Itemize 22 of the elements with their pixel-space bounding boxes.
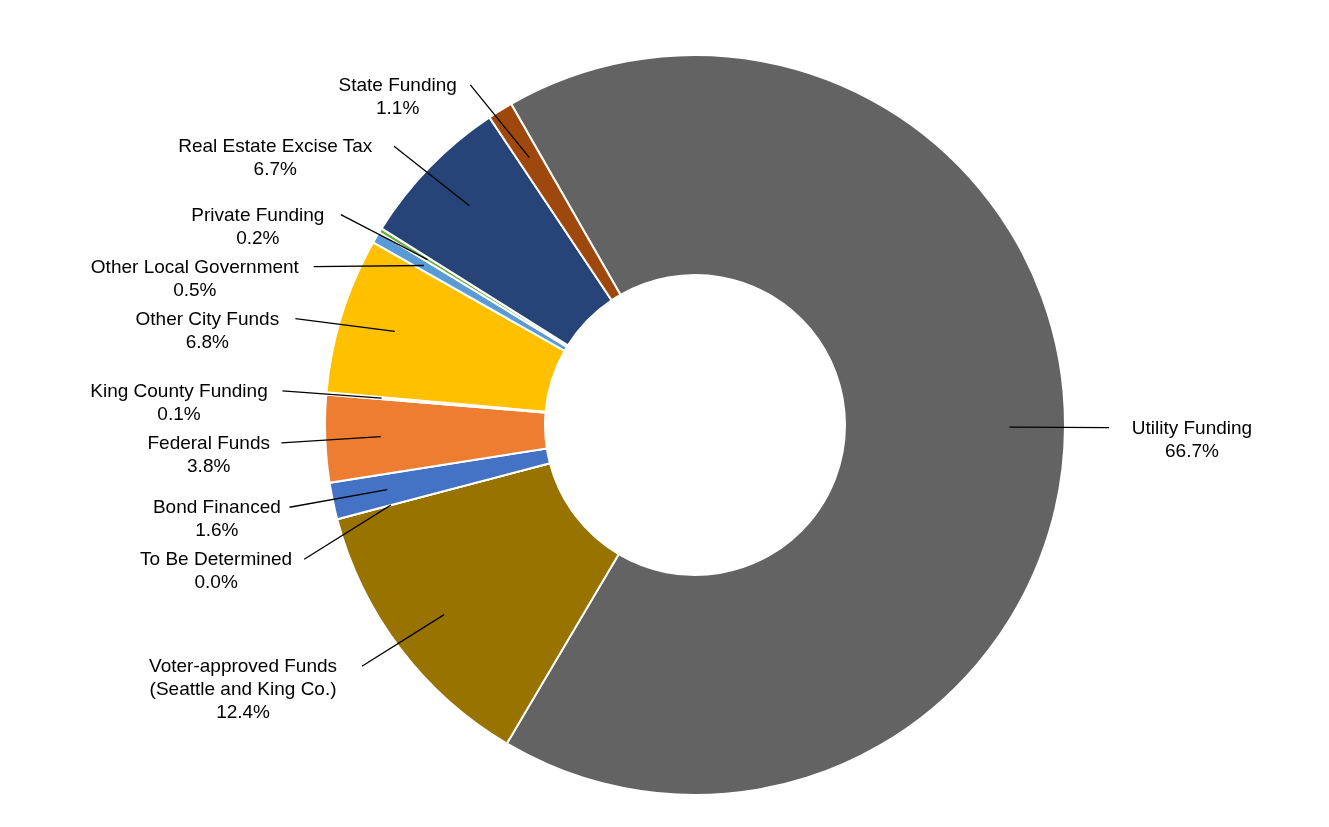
slice-label: Utility Funding — [1131, 416, 1253, 438]
text: 0.0% — [194, 571, 238, 593]
slice-label: Real Estate Excise Tax — [178, 135, 373, 157]
slice-label: Other City Funds — [135, 307, 280, 329]
data-label: 66.7% — [1165, 439, 1219, 461]
slice-label: Private Funding — [191, 203, 325, 225]
data-label: 0.5% — [173, 278, 217, 300]
slice-label: Bond Financed — [152, 496, 281, 518]
data-label: 12.4% — [216, 701, 271, 723]
category-label: To Be Determined — [140, 548, 293, 570]
data-label: 6.7% — [253, 158, 297, 180]
data-label: 3.8% — [187, 454, 231, 476]
slice-label: Voter-approved Funds (Seattle and King Co.) — [149, 655, 338, 700]
data-label: 6.8% — [185, 330, 230, 352]
slice-label: King County Funding — [90, 379, 268, 401]
slice-label: Other Local Government — [90, 255, 300, 277]
slice-label: State Funding — [338, 73, 457, 95]
data-label: 0.2% — [236, 226, 280, 248]
slice-label: Federal Funds — [147, 431, 270, 453]
data-label: 1.1% — [376, 96, 420, 118]
data-label: 0.1% — [157, 402, 201, 424]
data-label: 1.6% — [195, 519, 239, 541]
